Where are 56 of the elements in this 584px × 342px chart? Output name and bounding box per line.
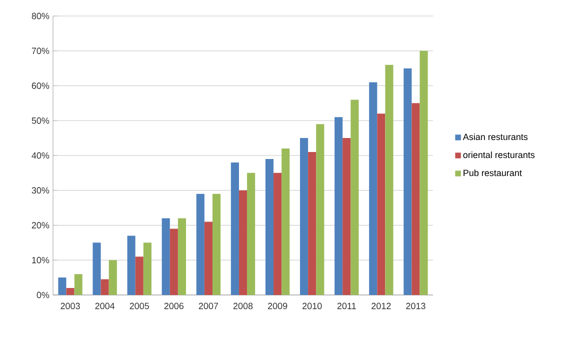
legend-label: oriental resturants	[463, 151, 535, 158]
bar	[369, 82, 378, 295]
bar	[420, 50, 428, 295]
bar	[135, 256, 144, 295]
x-tick-label: 2010	[302, 302, 322, 310]
y-tick-label: 70%	[32, 48, 50, 54]
x-tick-label: 2006	[164, 302, 184, 310]
bar	[196, 194, 204, 295]
bar	[385, 64, 394, 295]
y-tick-label: 50%	[32, 117, 50, 124]
x-tick-label: 2008	[233, 302, 253, 310]
bar	[212, 194, 221, 295]
x-tick-label: 2004	[95, 302, 115, 310]
bar	[143, 242, 152, 295]
x-tick-label: 2012	[372, 302, 391, 310]
y-tick-label: 0%	[36, 292, 50, 298]
bar	[350, 100, 359, 295]
bar	[204, 222, 212, 295]
legend-label: Asian resturants	[462, 133, 528, 140]
bar	[66, 288, 74, 295]
bar	[162, 218, 170, 295]
bar	[274, 172, 282, 295]
y-tick-label: 40%	[32, 152, 50, 159]
bar	[230, 162, 239, 295]
bar	[282, 148, 290, 295]
x-tick-label: 2005	[130, 302, 149, 310]
x-tick-label: 2003	[60, 302, 80, 310]
bar	[342, 138, 351, 295]
bar	[247, 172, 256, 295]
x-tick-label: 2007	[198, 302, 218, 310]
bar	[316, 124, 324, 295]
x-tick-label: 2013	[406, 302, 426, 310]
bar	[334, 117, 343, 295]
bar	[178, 218, 186, 295]
bar	[377, 114, 386, 295]
x-tick-label: 2011	[337, 302, 356, 310]
bar	[404, 68, 412, 295]
bar	[92, 242, 101, 295]
y-tick-label: 60%	[32, 82, 50, 89]
legend-label: Pub restaurant	[464, 170, 522, 176]
bar	[170, 228, 178, 295]
bar	[100, 279, 109, 295]
bar	[127, 236, 136, 295]
y-tick-label: 20%	[32, 222, 50, 228]
x-tick-label: 2009	[268, 302, 288, 310]
bar	[238, 190, 248, 295]
bar	[58, 278, 66, 295]
bar	[308, 152, 316, 295]
bar	[74, 274, 82, 295]
y-tick-label: 80%	[32, 12, 50, 20]
bar	[108, 260, 117, 295]
bar	[412, 103, 420, 295]
y-tick-label: 30%	[32, 187, 50, 194]
bar	[300, 138, 308, 295]
y-tick-label: 10%	[32, 256, 50, 264]
bar	[265, 158, 274, 295]
